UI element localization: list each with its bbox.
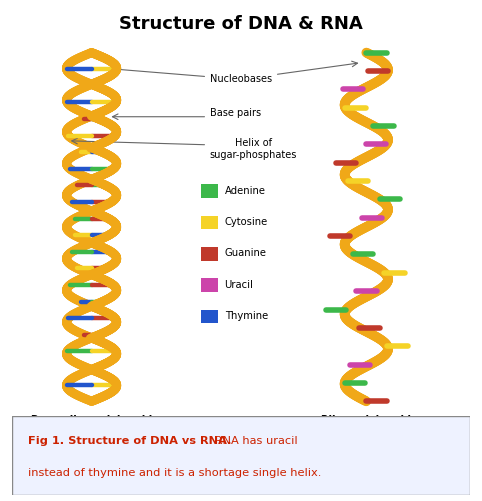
Text: Guanine: Guanine [225, 248, 267, 259]
Text: Deoxyribonucleic acid
(DNA): Deoxyribonucleic acid (DNA) [31, 415, 152, 437]
Bar [201, 216, 218, 229]
FancyBboxPatch shape [12, 416, 470, 495]
Text: Ribonucleic acid
(RNA): Ribonucleic acid (RNA) [321, 415, 411, 437]
Bar [201, 278, 218, 292]
Text: instead of thymine and it is a shortage single helix.: instead of thymine and it is a shortage … [28, 468, 321, 478]
Text: Cytosine: Cytosine [225, 217, 268, 227]
Text: Helix of
sugar-phosphates: Helix of sugar-phosphates [210, 138, 297, 160]
Text: Uracil: Uracil [225, 280, 254, 290]
Text: RNA has uracil: RNA has uracil [211, 436, 298, 446]
Text: Structure of DNA & RNA: Structure of DNA & RNA [119, 15, 363, 33]
Text: Nucleobases: Nucleobases [210, 74, 272, 84]
Text: Adenine: Adenine [225, 186, 266, 196]
Text: Fig 1. Structure of DNA vs RNA.: Fig 1. Structure of DNA vs RNA. [28, 436, 231, 446]
Bar [201, 184, 218, 198]
Bar [201, 247, 218, 261]
Bar [201, 310, 218, 323]
Text: Base pairs: Base pairs [210, 108, 261, 118]
Text: Thymine: Thymine [225, 311, 268, 321]
